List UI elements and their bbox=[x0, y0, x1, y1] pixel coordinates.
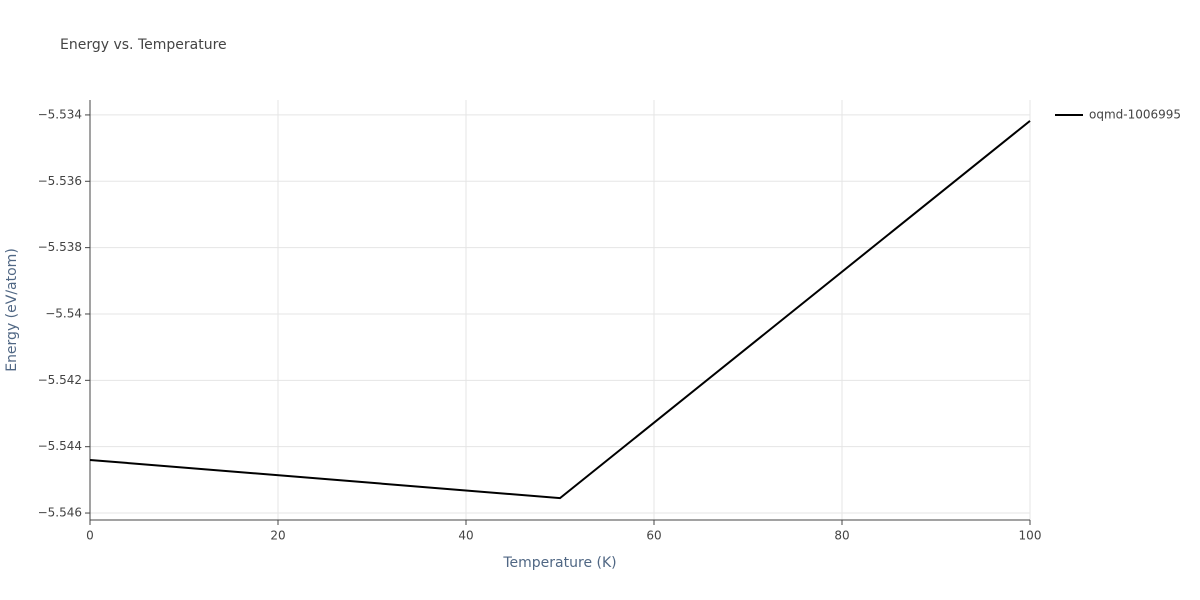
x-tick-label: 60 bbox=[646, 529, 661, 543]
legend-label: oqmd-1006995 bbox=[1089, 108, 1181, 122]
line bbox=[89, 120, 1031, 500]
y-tick-label: −5.536 bbox=[38, 174, 82, 188]
x-tick-label: 40 bbox=[458, 529, 473, 543]
x-tick-label: 80 bbox=[834, 529, 849, 543]
x-tick-label: 100 bbox=[1019, 529, 1042, 543]
y-tick-label: −5.542 bbox=[38, 373, 82, 387]
y-tick-label: −5.538 bbox=[38, 240, 82, 254]
chart-title: Energy vs. Temperature bbox=[60, 37, 227, 53]
y-axis-title: Energy (eV/atom) bbox=[4, 248, 20, 372]
y-tick-label: −5.544 bbox=[38, 439, 82, 453]
x-tick-label: 20 bbox=[270, 529, 285, 543]
y-tick-label: −5.534 bbox=[38, 107, 82, 121]
y-tick-label: −5.546 bbox=[38, 506, 82, 520]
y-tick-label: −5.54 bbox=[45, 306, 82, 320]
x-tick-label: 0 bbox=[86, 529, 94, 543]
x-axis-title: Temperature (K) bbox=[502, 555, 616, 571]
